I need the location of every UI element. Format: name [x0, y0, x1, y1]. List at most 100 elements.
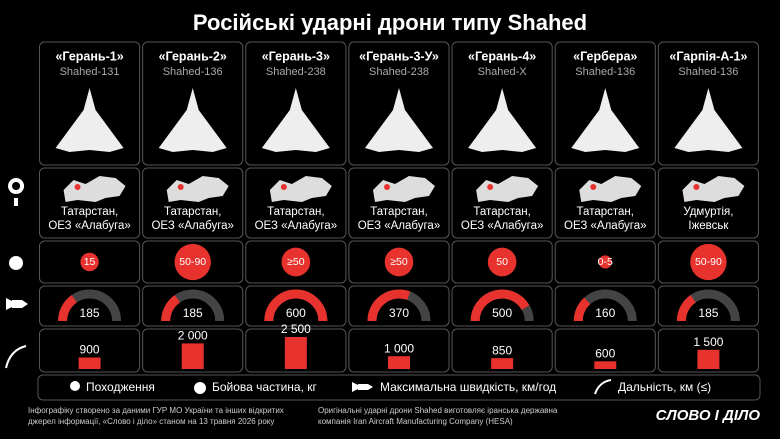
cell: [554, 41, 656, 166]
map: [269, 176, 332, 202]
legend-icon: [70, 381, 80, 391]
cell: [451, 285, 553, 327]
cell: [245, 285, 347, 327]
origin: Татарстан,: [473, 206, 530, 218]
warhead-circle: [80, 252, 99, 272]
range-label: 1 500: [693, 335, 723, 349]
warhead-icon: [9, 256, 23, 270]
speed-label: 185: [698, 306, 718, 320]
map: [63, 176, 126, 202]
speed-label: 160: [595, 306, 615, 320]
drone-image: [674, 88, 743, 152]
legend-icon: [194, 382, 206, 394]
range-bar: [284, 337, 307, 369]
drone-name: «Гербера»: [573, 49, 637, 63]
cell: [142, 328, 244, 373]
gauge-arc: [573, 297, 591, 322]
warhead-label: ≥50: [287, 256, 305, 268]
cell: [245, 328, 347, 373]
speed-icon: [6, 298, 28, 310]
cell: [142, 240, 244, 284]
gauge-arc: [367, 289, 411, 322]
drone-image: [158, 88, 227, 152]
legend-label: Дальність, км (≤): [618, 380, 711, 394]
drone-name: «Герань-4»: [468, 49, 536, 63]
origin: ОЕЗ «Алабуга»: [151, 220, 234, 232]
range-bar: [594, 361, 617, 369]
cell: [348, 328, 450, 373]
range-bar: [181, 343, 204, 369]
drone-name: «Герань-3-У»: [359, 49, 439, 63]
origin: ОЕЗ «Алабуга»: [48, 220, 131, 232]
cell: [39, 285, 141, 327]
cell: [657, 41, 759, 166]
cell: [657, 285, 759, 327]
range-label: 900: [80, 343, 100, 357]
range-bar: [697, 349, 720, 369]
origin: Татарстан,: [61, 206, 118, 218]
origin-icon: [8, 178, 25, 206]
cell: [39, 167, 141, 239]
drone-image: [55, 88, 124, 152]
cell: [39, 328, 141, 373]
map: [372, 176, 435, 202]
cell: [451, 41, 553, 166]
drone-image: [364, 88, 433, 152]
range-label: 2 500: [281, 322, 311, 336]
cell: [554, 240, 656, 284]
cell: [39, 240, 141, 284]
drone-model: Shahed-131: [60, 66, 120, 78]
drone-image: [468, 88, 537, 152]
cell: [554, 328, 656, 373]
drone-name: «Гарпія-А-1»: [669, 49, 747, 63]
drone-model: Shahed-X: [478, 66, 528, 78]
map-marker: [383, 184, 390, 190]
cell: [142, 167, 244, 239]
drone-model: Shahed-238: [369, 66, 429, 78]
cell: [657, 240, 759, 284]
range-bar: [78, 357, 101, 369]
gauge-arc: [264, 289, 328, 322]
origin: Татарстан,: [164, 206, 221, 218]
origin: Татарстан,: [267, 206, 324, 218]
cell: [348, 285, 450, 327]
cell: [451, 167, 553, 239]
logo: СЛОВО І ДІЛО: [656, 407, 761, 424]
legend-label: Максимальна швидкість, км/год: [380, 380, 556, 394]
drone-model: Shahed-136: [163, 66, 223, 78]
drone-name: «Герань-1»: [55, 49, 123, 63]
origin: ОЕЗ «Алабуга»: [461, 220, 544, 232]
warhead-circle: [487, 247, 517, 277]
gauge-arc: [676, 295, 696, 322]
legend-label: Походження: [86, 380, 155, 394]
range-bar: [387, 356, 410, 369]
cell: [245, 167, 347, 239]
gauge-arc: [161, 295, 181, 322]
legend-icon: [352, 382, 373, 392]
cell: [39, 41, 141, 166]
origin: Іжевськ: [688, 220, 729, 232]
range-label: 1 000: [384, 341, 414, 355]
map-marker: [177, 184, 184, 190]
drone-name: «Герань-3»: [262, 49, 330, 63]
warhead-label: 50: [496, 256, 508, 268]
warhead-circle: [174, 243, 211, 281]
map: [476, 176, 539, 202]
cell: [554, 285, 656, 327]
map-marker: [693, 184, 700, 190]
range-label: 850: [492, 343, 512, 357]
gauge-arc: [58, 295, 78, 322]
speed-label: 370: [389, 306, 409, 320]
map-marker: [487, 184, 494, 190]
speed-label: 500: [492, 306, 512, 320]
drone-model: Shahed-238: [266, 66, 326, 78]
cell: [451, 328, 553, 373]
legend-box: [37, 374, 761, 401]
warhead-label: 0-5: [598, 256, 613, 268]
drone-model: Shahed-136: [678, 66, 738, 78]
origin: ОЕЗ «Алабуга»: [564, 220, 647, 232]
speed-label: 185: [183, 306, 203, 320]
warhead-label: 50-90: [179, 256, 206, 268]
cell: [142, 285, 244, 327]
